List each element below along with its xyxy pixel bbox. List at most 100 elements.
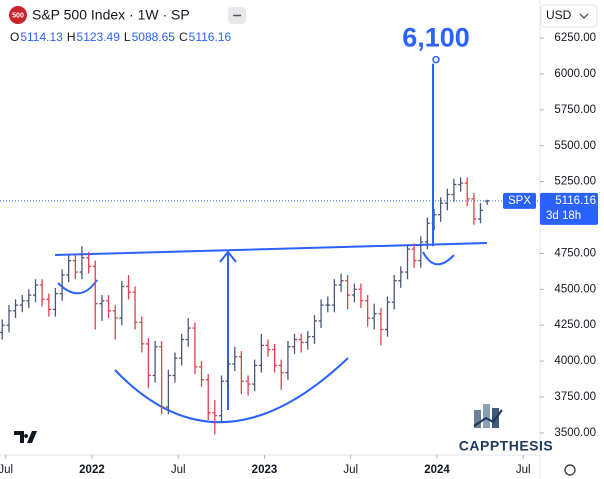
x-tick-label: Jul — [516, 464, 531, 476]
ohlc-bar — [165, 369, 171, 415]
ohlc-header: O 5114.13 H 5123.49 L 5088.65 C 5116.16 — [10, 30, 231, 44]
ohlc-bar — [398, 266, 404, 288]
ohlc-bar — [265, 339, 271, 357]
countdown: 3d 18h — [546, 210, 581, 222]
ohlc-label: C — [179, 30, 188, 44]
settings-icon[interactable] — [564, 464, 576, 476]
ohlc-bar — [72, 254, 78, 280]
y-tick-label: 5750.00 — [554, 104, 596, 116]
y-tick-label: 4250.00 — [554, 319, 596, 331]
watermark: CAPPTHESIS — [459, 438, 553, 454]
currency-button[interactable] — [540, 4, 598, 28]
ohlc-bar — [278, 359, 284, 390]
ohlc-bar — [192, 322, 198, 375]
ohlc-bar — [444, 188, 450, 211]
ohlc-bar — [464, 177, 470, 207]
target-point — [432, 55, 440, 64]
neckline — [54, 242, 488, 256]
ohlc-bar — [338, 273, 344, 293]
ohlc-bar — [438, 197, 444, 222]
ohlc-bar — [79, 246, 85, 280]
y-tick-label: 5250.00 — [554, 176, 596, 188]
ohlc-bar — [26, 289, 32, 308]
capp-logo — [473, 404, 503, 428]
ohlc-bar — [365, 295, 371, 327]
ohlc-bar — [258, 333, 264, 373]
ohlc-bar — [451, 178, 457, 202]
ohlc-value: 5114.13 — [20, 30, 63, 44]
ohlc-bar — [66, 254, 72, 283]
series-name: SPX — [508, 195, 531, 207]
ohlc-bar — [86, 251, 92, 274]
ohlc-bar — [39, 279, 45, 307]
ohlc-label: O — [10, 30, 19, 44]
ohlc-bar — [291, 333, 297, 354]
ohlc-bar — [112, 305, 118, 340]
symbol-badge — [9, 6, 27, 24]
x-tick-label: Jul — [0, 464, 13, 476]
ohlc-bar — [199, 361, 205, 387]
ohlc-bar — [106, 295, 112, 319]
price-bars: 6,100 — [0, 23, 540, 435]
ohlc-bar — [238, 351, 244, 395]
ohlc-bar — [371, 303, 377, 330]
x-tick-label: Jul — [343, 464, 358, 476]
ohlc-bar — [405, 244, 411, 280]
ohlc-bar — [219, 375, 225, 423]
ohlc-bar — [245, 375, 251, 396]
ohlc-bar — [358, 283, 364, 308]
ohlc-bar — [139, 316, 145, 353]
x-tick-label: 2023 — [252, 464, 278, 476]
ohlc-bar — [172, 352, 178, 383]
badge-text: 500 — [12, 12, 24, 19]
ohlc-bar — [205, 374, 211, 420]
ohlc-bar — [232, 346, 238, 372]
ohlc-bar — [272, 343, 278, 373]
ohlc-bar — [126, 274, 132, 300]
ohlc-bar — [92, 260, 98, 330]
ohlc-bar — [471, 193, 477, 225]
ohlc-bar — [345, 274, 351, 310]
price-tag — [540, 192, 598, 225]
y-tick-label: 5500.00 — [554, 140, 596, 152]
y-tick-label: 6250.00 — [554, 32, 596, 44]
dropdown-icon — [579, 13, 589, 19]
ohlc-bar — [312, 315, 318, 344]
ohlc-bar — [59, 269, 65, 301]
ohlc-bar — [331, 279, 337, 313]
right-shoulder-arc — [422, 251, 455, 266]
ohlc-bar — [19, 295, 25, 313]
ohlc-bar — [298, 333, 304, 353]
y-tick-label: 4500.00 — [554, 283, 596, 295]
series-tag — [503, 192, 536, 209]
ohlc-bar — [285, 340, 291, 380]
ohlc-bar — [424, 217, 430, 250]
ohlc-bar — [99, 295, 105, 321]
ohlc-bar — [391, 274, 397, 310]
ohlc-bar — [378, 307, 384, 346]
ohlc-bar — [418, 236, 424, 268]
ohlc-bar — [46, 293, 52, 317]
x-tick-label: Jul — [171, 464, 186, 476]
ohlc-bar — [159, 340, 165, 415]
ohlc-bar — [119, 280, 125, 326]
ohlc-label: H — [67, 30, 76, 44]
ohlc-bar — [52, 287, 58, 317]
ohlc-bar — [318, 299, 324, 329]
ohlc-bar — [225, 358, 231, 389]
y-tick-label: 4000.00 — [554, 355, 596, 367]
y-tick-label: 6000.00 — [554, 68, 596, 80]
tv-logo — [14, 431, 37, 443]
ohlc-bar — [33, 279, 39, 303]
ohlc-bar — [145, 338, 151, 389]
ohlc-value: 5116.16 — [189, 30, 232, 44]
ohlc-bar — [152, 340, 158, 383]
ohlc-bar — [384, 296, 390, 337]
y-tick-label: 4750.00 — [554, 247, 596, 259]
ohlc-bar — [252, 359, 258, 392]
ohlc-label: L — [124, 30, 131, 44]
y-tick-label: 3750.00 — [554, 391, 596, 403]
ohlc-bar — [325, 296, 331, 313]
